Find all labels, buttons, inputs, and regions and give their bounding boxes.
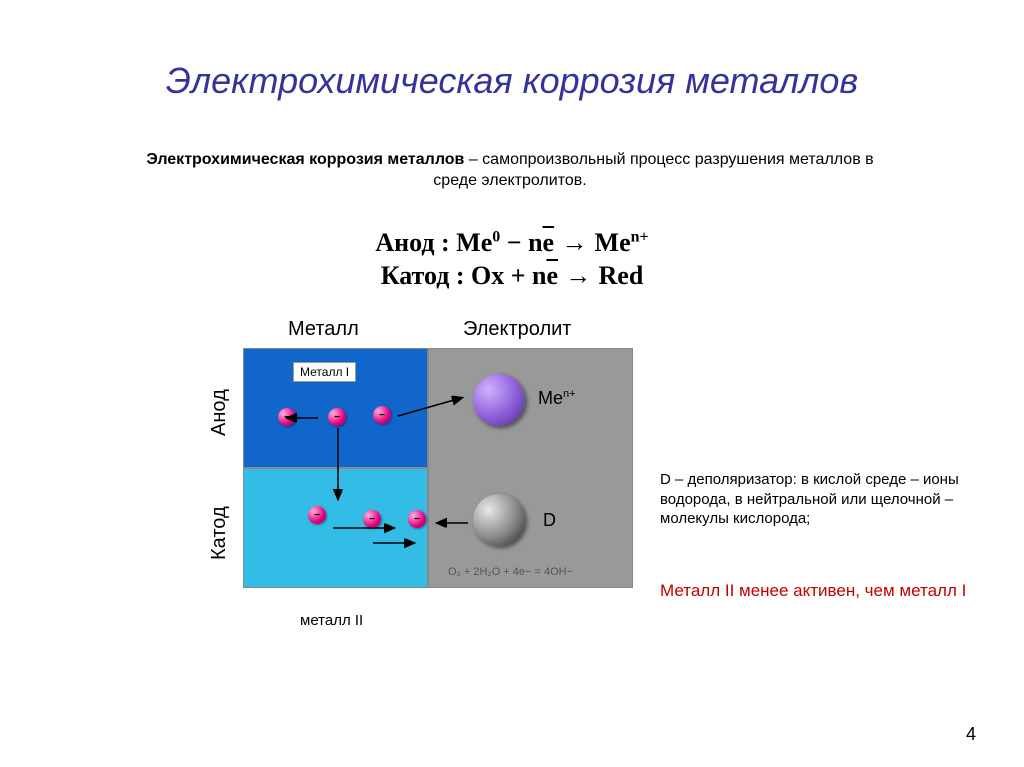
definition-rest: – самопроизвольный процесс разрушения ме… [433,151,873,189]
page-number: 4 [966,724,976,745]
row-label-anode: Анод [208,358,236,468]
definition-bold: Электрохимическая коррозия металлов [146,151,464,168]
depolarizer-note: D – деполяризатор: в кислой среде – ионы… [660,470,970,529]
definition-text: Электрохимическая коррозия металлов – са… [130,150,890,192]
row-label-cathode: Катод [208,478,236,588]
metal2-label: металл II [300,612,363,629]
column-header-electrolyte: Электролит [463,318,571,341]
diagram-arrows [243,348,633,588]
anode-equation: Анод : Me0 − ne → Men+ [0,227,1024,258]
slide-title: Электрохимическая коррозия металлов [0,60,1024,102]
activity-note: Металл II менее активен, чем металл I [660,580,970,602]
column-header-metal: Металл [288,318,359,341]
equations-block: Анод : Me0 − ne → Men+ Катод : Ox + ne →… [0,225,1024,293]
corrosion-diagram: Металл Электролит Анод Катод Металл I − … [208,318,638,608]
cathode-equation: Катод : Ox + ne → Red [0,260,1024,291]
